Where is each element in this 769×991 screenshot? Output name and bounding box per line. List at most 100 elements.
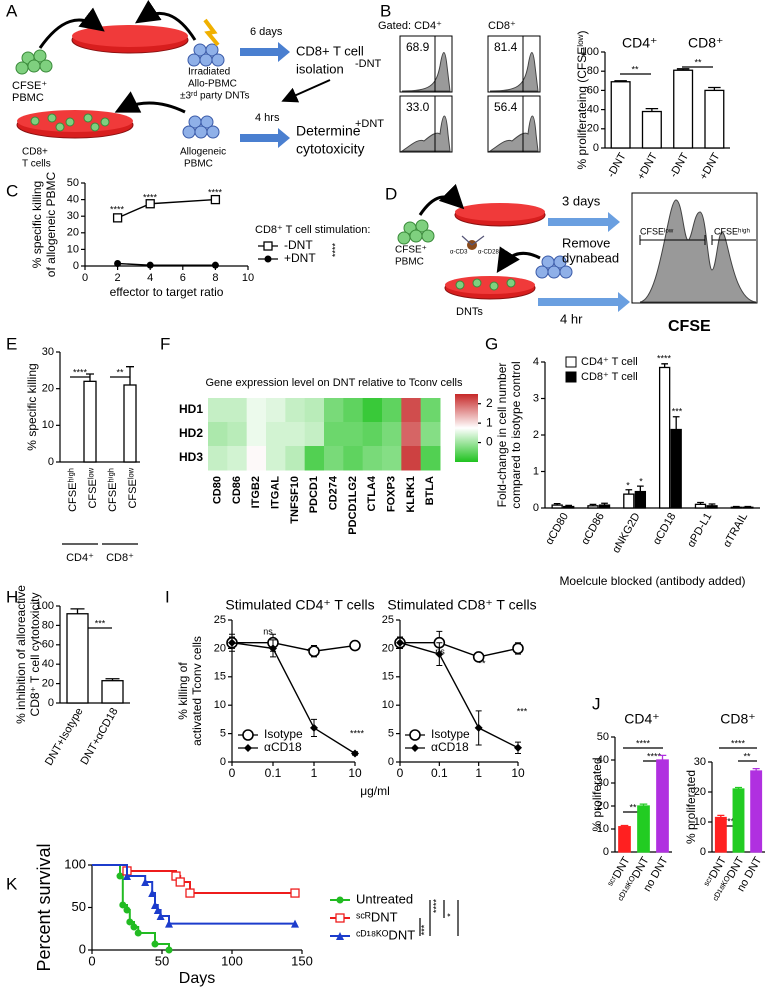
annotation: **** [431, 899, 441, 914]
legend-label: +DNT [284, 251, 316, 265]
flow-histogram [488, 115, 539, 152]
annotation: ** [743, 751, 751, 761]
y-tick-label: 0 [388, 756, 394, 768]
legend-swatch [565, 356, 577, 368]
bar [658, 366, 671, 509]
heatmap-cell [266, 446, 286, 471]
error-bar [697, 501, 704, 505]
heatmap-cell [362, 422, 383, 447]
x-tick-label: CFSEʰⁱᵍʰ [107, 468, 119, 512]
bar [123, 384, 137, 463]
bar [714, 816, 727, 853]
marker [151, 900, 159, 909]
colorbar-tick-label: 2 [486, 396, 493, 410]
series-line [231, 642, 356, 755]
flow-value: 33.0 [406, 100, 430, 114]
group-label: CD4⁺ [622, 35, 657, 51]
y-axis-label: of allogeneic PBMC [44, 171, 58, 277]
diagram-d-text: PBMC [395, 257, 424, 268]
error-bar [645, 107, 659, 112]
y-tick-label: 25 [382, 614, 394, 626]
marker [396, 638, 404, 647]
error-bar [708, 503, 716, 506]
marker [335, 913, 345, 923]
error-bar [105, 678, 120, 681]
x-tick-label: DNT+αCD18 [78, 706, 120, 767]
marker [134, 929, 142, 937]
y-tick-label: 50 [597, 731, 609, 743]
series-line [92, 864, 295, 925]
y-tick-label: 100 [36, 600, 54, 612]
x-tick-label: 50 [155, 953, 169, 968]
x-tick-label: αCD18 [651, 511, 679, 547]
x-axis-label: μg/ml [360, 784, 390, 798]
bar [618, 826, 631, 853]
x-tick-label: αPD-L1 [685, 511, 714, 550]
annotation: **** [350, 728, 365, 738]
y-tick-label: 10 [597, 823, 609, 835]
y-tick-label: 100 [64, 856, 86, 871]
marker [435, 650, 444, 659]
panel-letter: B [380, 1, 391, 20]
y-tick-label: 10 [214, 699, 226, 711]
diagram-d-text: Remove [562, 235, 610, 250]
flow-histogram [489, 52, 539, 92]
y-tick-label: 0 [593, 142, 599, 154]
annotation: *** [724, 816, 735, 826]
panel-letter: E [6, 334, 17, 353]
y-tick-label: 20 [214, 642, 226, 654]
bar [610, 81, 631, 149]
flow-row-label: -DNT [355, 58, 382, 70]
y-tick-label: 20 [382, 642, 394, 654]
annotation: **** [647, 751, 662, 761]
x-tick-label: 150 [291, 953, 313, 968]
y-tick-label: 100 [581, 46, 599, 58]
bar [694, 503, 707, 509]
x-tick-label: -DNT [605, 151, 629, 180]
legend-label: Isotype [264, 727, 303, 741]
y-tick-label: 0 [73, 260, 79, 272]
y-axis-label: % specific killing [30, 181, 44, 268]
x-tick-label: CFSEˡᵒʷ [87, 467, 99, 508]
heatmap-cell [266, 398, 286, 423]
annotation: **** [731, 738, 746, 748]
panel-letter: I [165, 587, 170, 606]
marker [156, 912, 165, 920]
annotation: ** [631, 64, 639, 74]
annotation: *** [95, 618, 106, 628]
y-axis-label: activated Tconv cells [190, 636, 204, 746]
annotation: **** [73, 367, 88, 377]
x-tick-label: 1 [311, 766, 318, 780]
y-tick-label: 40 [67, 194, 79, 206]
y-tick-label: 40 [42, 658, 54, 670]
marker [130, 923, 138, 931]
error-bar [70, 608, 85, 614]
x-tick-label: CFSEˡᵒʷ [127, 467, 139, 508]
annotation: * [639, 476, 643, 486]
panel-letter: G [485, 334, 498, 353]
flow-row-label: +DNT [355, 118, 384, 130]
row-label: HD1 [179, 402, 203, 416]
error-bar [734, 786, 743, 789]
y-tick-label: 0 [700, 846, 706, 858]
bar [673, 69, 694, 149]
panel-letter: K [6, 874, 18, 893]
annotation: ** [478, 658, 486, 668]
diagram-d-text: dynabead [562, 250, 619, 265]
diagram-d-text: α-CD3 [450, 250, 468, 256]
row-label: HD2 [179, 426, 203, 440]
y-tick-label: 3 [533, 392, 539, 404]
x-tick-label: 0.1 [265, 766, 282, 780]
marker [351, 749, 359, 758]
legend-label: αCD18 [431, 740, 469, 754]
heatmap-cell [208, 422, 228, 447]
flow-histogram [401, 52, 451, 92]
marker [269, 644, 277, 653]
y-tick-label: 10 [42, 419, 54, 431]
heatmap-cell [324, 422, 344, 447]
flow-col-label: Gated: CD4⁺ [378, 20, 442, 32]
error-bar [676, 68, 690, 71]
y-tick-label: 80 [587, 65, 599, 77]
annotation: **** [657, 353, 672, 363]
bar [623, 493, 635, 509]
